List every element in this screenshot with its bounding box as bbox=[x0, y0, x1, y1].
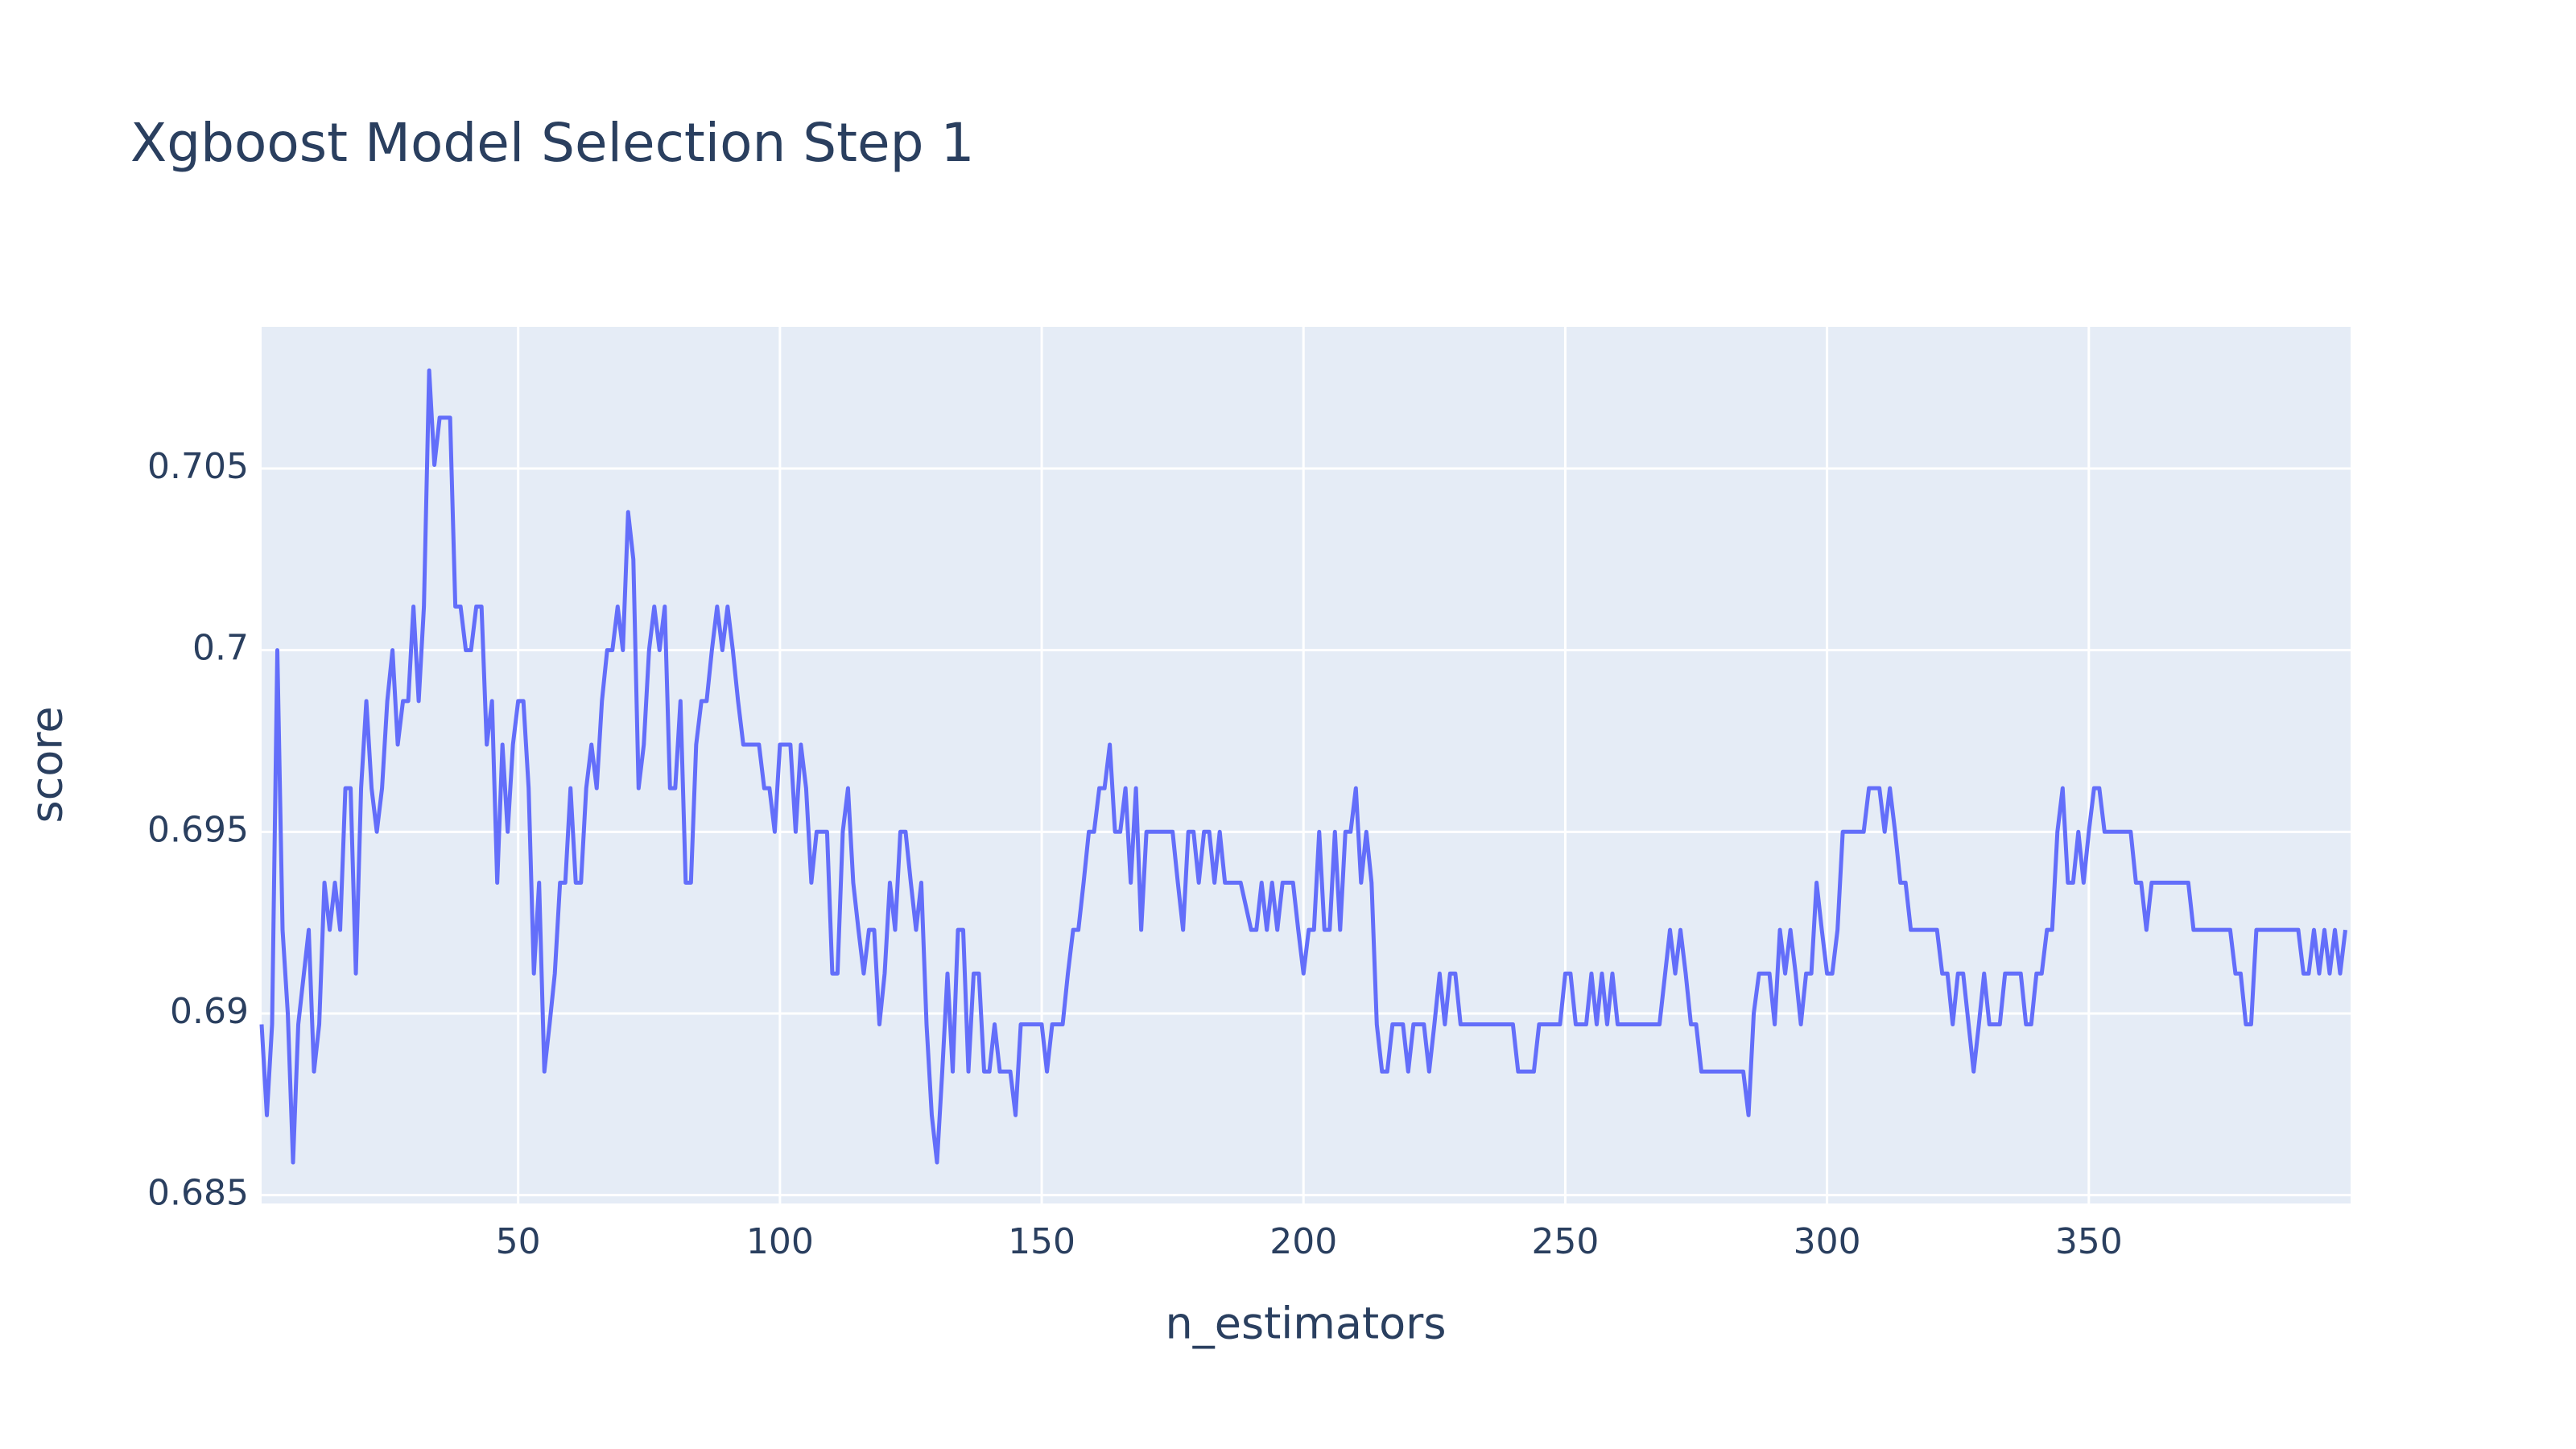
x-tick-label: 200 bbox=[1269, 1221, 1337, 1262]
y-tick-label: 0.695 bbox=[147, 809, 249, 850]
y-tick-label: 0.69 bbox=[170, 991, 249, 1032]
y-tick-label: 0.685 bbox=[147, 1173, 249, 1214]
plot-area bbox=[262, 327, 2351, 1203]
y-tick-label: 0.7 bbox=[192, 628, 249, 669]
chart-title: Xgboost Model Selection Step 1 bbox=[130, 112, 975, 174]
y-axis-title: score bbox=[22, 706, 72, 823]
x-tick-label: 350 bbox=[2055, 1221, 2123, 1262]
x-tick-label: 50 bbox=[496, 1221, 541, 1262]
y-tick-label: 0.705 bbox=[147, 446, 249, 487]
x-tick-label: 300 bbox=[1794, 1221, 1861, 1262]
x-tick-label: 100 bbox=[746, 1221, 814, 1262]
x-tick-label: 250 bbox=[1531, 1221, 1599, 1262]
x-axis-title: n_estimators bbox=[1166, 1298, 1447, 1349]
x-tick-label: 150 bbox=[1008, 1221, 1075, 1262]
data-line bbox=[259, 368, 2347, 1165]
